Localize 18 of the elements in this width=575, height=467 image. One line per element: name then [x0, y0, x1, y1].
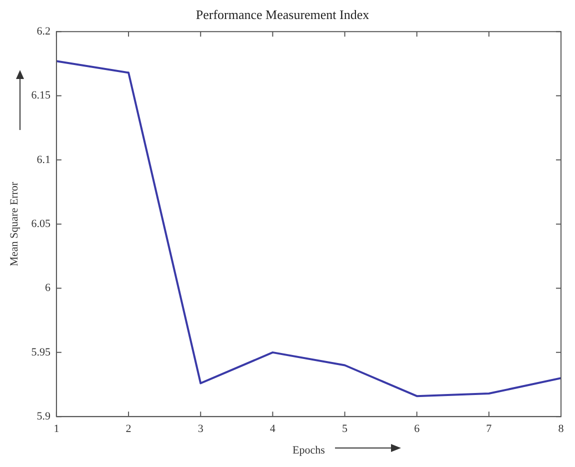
y-tick-label: 6.15: [31, 90, 51, 102]
y-tick-label: 6.1: [36, 154, 50, 166]
chart-title: Performance Measurement Index: [196, 7, 370, 22]
y-tick-label: 5.95: [31, 346, 51, 358]
y-axis-title: Mean Square Error: [8, 182, 20, 266]
x-tick-label: 6: [414, 423, 420, 436]
x-tick-label: 7: [486, 423, 492, 436]
x-tick-label: 1: [54, 423, 60, 436]
x-tick-label: 5: [342, 423, 348, 436]
x-tick-label: 4: [270, 423, 276, 436]
x-tick-label: 3: [198, 423, 204, 436]
x-tick-label: 2: [126, 423, 132, 436]
y-tick-label: 5.9: [36, 410, 51, 422]
x-tick-label: 8: [558, 423, 564, 436]
x-axis-title: Epochs: [292, 444, 325, 456]
y-tick-label: 6.2: [36, 25, 50, 38]
y-tick-label: 6.05: [31, 218, 51, 230]
y-tick-label: 6: [44, 282, 51, 294]
